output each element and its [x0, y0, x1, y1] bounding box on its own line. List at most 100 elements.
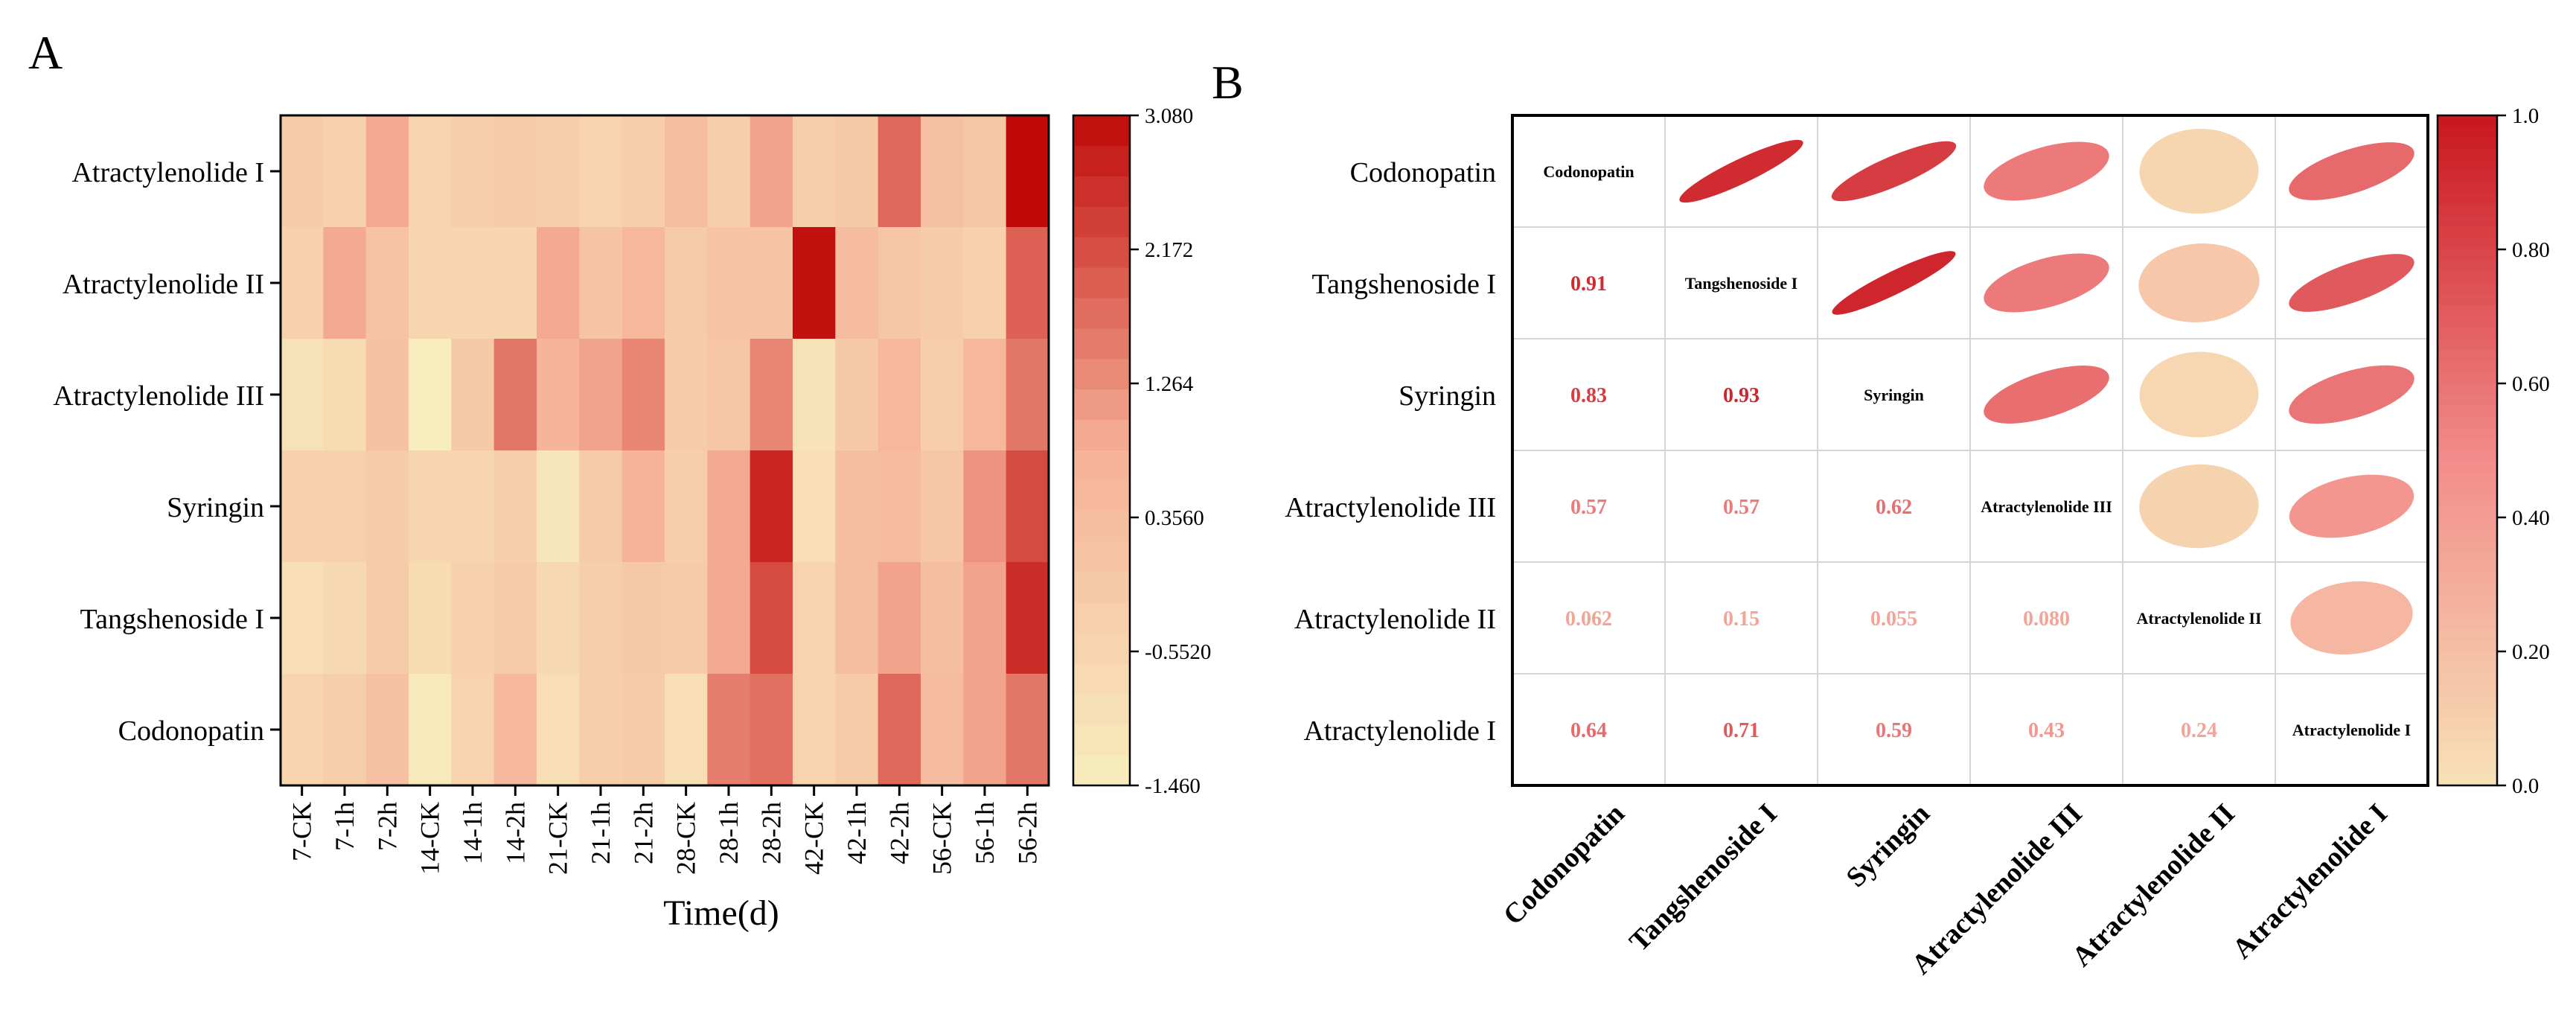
heatmap-cell: [963, 450, 1007, 563]
heatmap-cell: [835, 674, 879, 786]
column-label: 28-2h: [756, 802, 786, 864]
heatmap-cell: [365, 562, 409, 674]
column-label: Atractylenolide III: [1905, 798, 2088, 980]
column-label: 21-2h: [628, 802, 658, 864]
colorbar-band: [1073, 450, 1130, 482]
colorbar-band: [2438, 763, 2497, 775]
colorbar-band: [2438, 484, 2497, 496]
heatmap-cell: [365, 115, 409, 228]
panel-b-frame: [1511, 114, 2429, 787]
heatmap-cell: [963, 115, 1007, 228]
row-label: Syringin: [167, 492, 264, 523]
correlation-value-label: 0.71: [1723, 719, 1760, 742]
colorbar-tick-label: 0.0: [2512, 774, 2539, 798]
heatmap-cell: [707, 450, 751, 563]
row-label: Atractylenolide III: [53, 380, 264, 412]
heatmap-cell: [409, 227, 452, 339]
heatmap-cell: [409, 562, 452, 674]
heatmap-cell: [835, 562, 879, 674]
heatmap-cell: [921, 674, 964, 786]
heatmap-cell: [793, 562, 836, 674]
colorbar-tick-label: 1.264: [1145, 372, 1194, 396]
heatmap-cell: [750, 450, 793, 563]
correlation-ellipse: [2289, 474, 2414, 538]
heatmap-cell: [921, 450, 964, 563]
correlation-ellipse: [2139, 351, 2259, 438]
colorbar-band: [1073, 176, 1130, 208]
colorbar-band: [2438, 249, 2497, 261]
colorbar-band: [2438, 182, 2497, 194]
colorbar-band: [2438, 450, 2497, 462]
colorbar-band: [2438, 651, 2497, 663]
heatmap-cell: [963, 562, 1007, 674]
colorbar-tick-label: 0.40: [2512, 506, 2550, 530]
colorbar-band: [2438, 383, 2497, 395]
heatmap-cell: [579, 339, 623, 451]
heatmap-cell: [451, 339, 495, 451]
column-label: Codonopatin: [1498, 798, 1631, 931]
panel-b-colorbar: 1.0 0.80 0.60 0.40 0.20 0.0: [2436, 104, 2550, 798]
colorbar-band: [1073, 572, 1130, 604]
colorbar-band: [1073, 602, 1130, 634]
heatmap-cell: [621, 562, 665, 674]
heatmap-cell: [1006, 115, 1049, 228]
heatmap-cell: [493, 450, 537, 563]
colorbar-band: [1073, 480, 1130, 512]
diagonal-label: Atractylenolide II: [2136, 609, 2261, 628]
heatmap-cell: [1006, 450, 1049, 563]
colorbar-band: [1073, 420, 1130, 451]
colorbar-band: [2438, 529, 2497, 540]
heatmap-cell: [365, 227, 409, 339]
row-label: Tangshenoside I: [80, 604, 264, 635]
colorbar-band: [2438, 160, 2497, 172]
panel-b-label: B: [1212, 56, 1244, 109]
heatmap-cell: [621, 339, 665, 451]
heatmap-cell: [665, 115, 708, 228]
heatmap-cell: [323, 562, 367, 674]
column-label: 28-1h: [714, 802, 744, 864]
colorbar-band: [1073, 663, 1130, 695]
heatmap-cell: [1006, 227, 1049, 339]
column-label: 56-1h: [970, 802, 1000, 864]
colorbar-band: [1073, 694, 1130, 725]
colorbar-band: [2438, 194, 2497, 205]
colorbar-band: [1073, 237, 1130, 269]
colorbar-band: [2438, 774, 2497, 786]
correlation-value-label: 0.59: [1876, 719, 1912, 742]
heatmap-cell: [793, 339, 836, 451]
colorbar-band: [2438, 305, 2497, 317]
colorbar-band: [1073, 633, 1130, 664]
heatmap-cell: [451, 115, 495, 228]
heatmap-cell: [281, 562, 324, 674]
heatmap-cell: [579, 450, 623, 563]
correlation-ellipse: [2290, 581, 2413, 655]
colorbar-band: [2438, 238, 2497, 250]
heatmap-cell: [537, 562, 580, 674]
column-label: 28-CK: [671, 802, 701, 875]
colorbar-tick-label: 0.3560: [1145, 506, 1204, 530]
heatmap-cell: [963, 227, 1007, 339]
heatmap-cell: [537, 339, 580, 451]
heatmap-cell: [707, 674, 751, 786]
colorbar-band: [2438, 138, 2497, 150]
column-label: 14-2h: [500, 802, 530, 864]
heatmap-cell: [493, 339, 537, 451]
heatmap-cell: [365, 339, 409, 451]
panel-a-cells: [281, 115, 1049, 786]
correlation-value-label: 0.64: [1570, 719, 1607, 742]
colorbar-band: [2438, 406, 2497, 418]
correlation-value-label: 0.83: [1570, 384, 1607, 407]
heatmap-cell: [750, 339, 793, 451]
colorbar-band: [2438, 495, 2497, 507]
heatmap-cell: [921, 227, 964, 339]
heatmap-cell: [621, 450, 665, 563]
row-label: Atractylenolide III: [1285, 492, 1496, 523]
colorbar-band: [2438, 663, 2497, 674]
heatmap-cell: [451, 227, 495, 339]
row-label: Atractylenolide I: [1303, 715, 1496, 747]
correlation-value-label: 0.24: [2181, 719, 2217, 742]
heatmap-cell: [409, 674, 452, 786]
row-label: Codonopatin: [118, 715, 264, 747]
heatmap-cell: [451, 450, 495, 563]
